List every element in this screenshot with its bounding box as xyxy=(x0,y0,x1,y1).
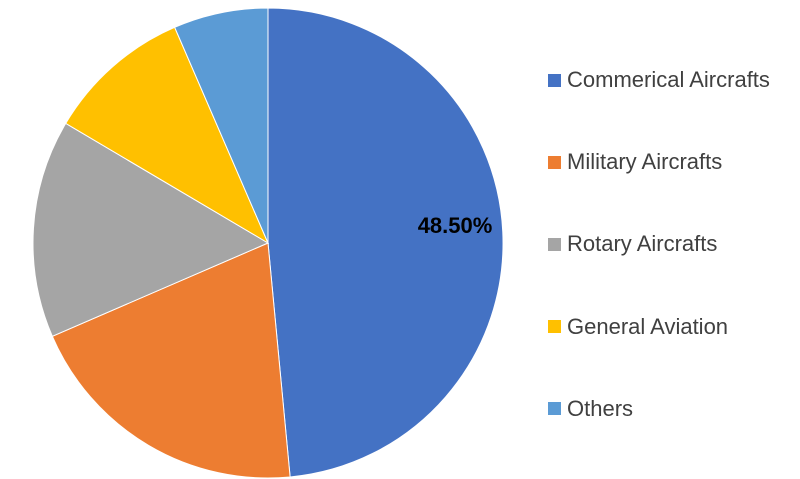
legend-label: Others xyxy=(567,395,634,421)
legend-swatch-icon xyxy=(548,237,561,251)
legend-label: Rotary Aircrafts xyxy=(567,231,718,257)
legend-item-others: Others xyxy=(548,395,770,421)
legend-item-general-aviation: General Aviation xyxy=(548,313,770,339)
chart-legend: Commerical Aircrafts Military Aircrafts … xyxy=(548,67,770,421)
legend-item-military-aircrafts: Military Aircrafts xyxy=(548,149,770,175)
legend-swatch-icon xyxy=(548,402,561,416)
legend-swatch-icon xyxy=(548,155,561,169)
legend-label: Commerical Aircrafts xyxy=(567,67,770,92)
legend-label: Military Aircrafts xyxy=(567,149,723,175)
pie-slice-commerical-aircrafts xyxy=(267,7,504,478)
pie-slice-rotary-aircrafts xyxy=(32,122,270,337)
pie-slice-general-aviation xyxy=(65,26,270,245)
pie-data-label: 48.50% xyxy=(418,213,493,238)
legend-item-commerical-aircrafts: Commerical Aircrafts xyxy=(548,67,770,92)
pie-slice-military-aircrafts xyxy=(51,242,291,479)
legend-item-rotary-aircrafts: Rotary Aircrafts xyxy=(548,232,770,256)
legend-label: General Aviation xyxy=(567,313,729,339)
pie-slice-others xyxy=(174,7,269,244)
legend-swatch-icon xyxy=(548,73,561,87)
pie-svg: 48.50% xyxy=(32,7,504,479)
legend-swatch-icon xyxy=(548,320,561,334)
